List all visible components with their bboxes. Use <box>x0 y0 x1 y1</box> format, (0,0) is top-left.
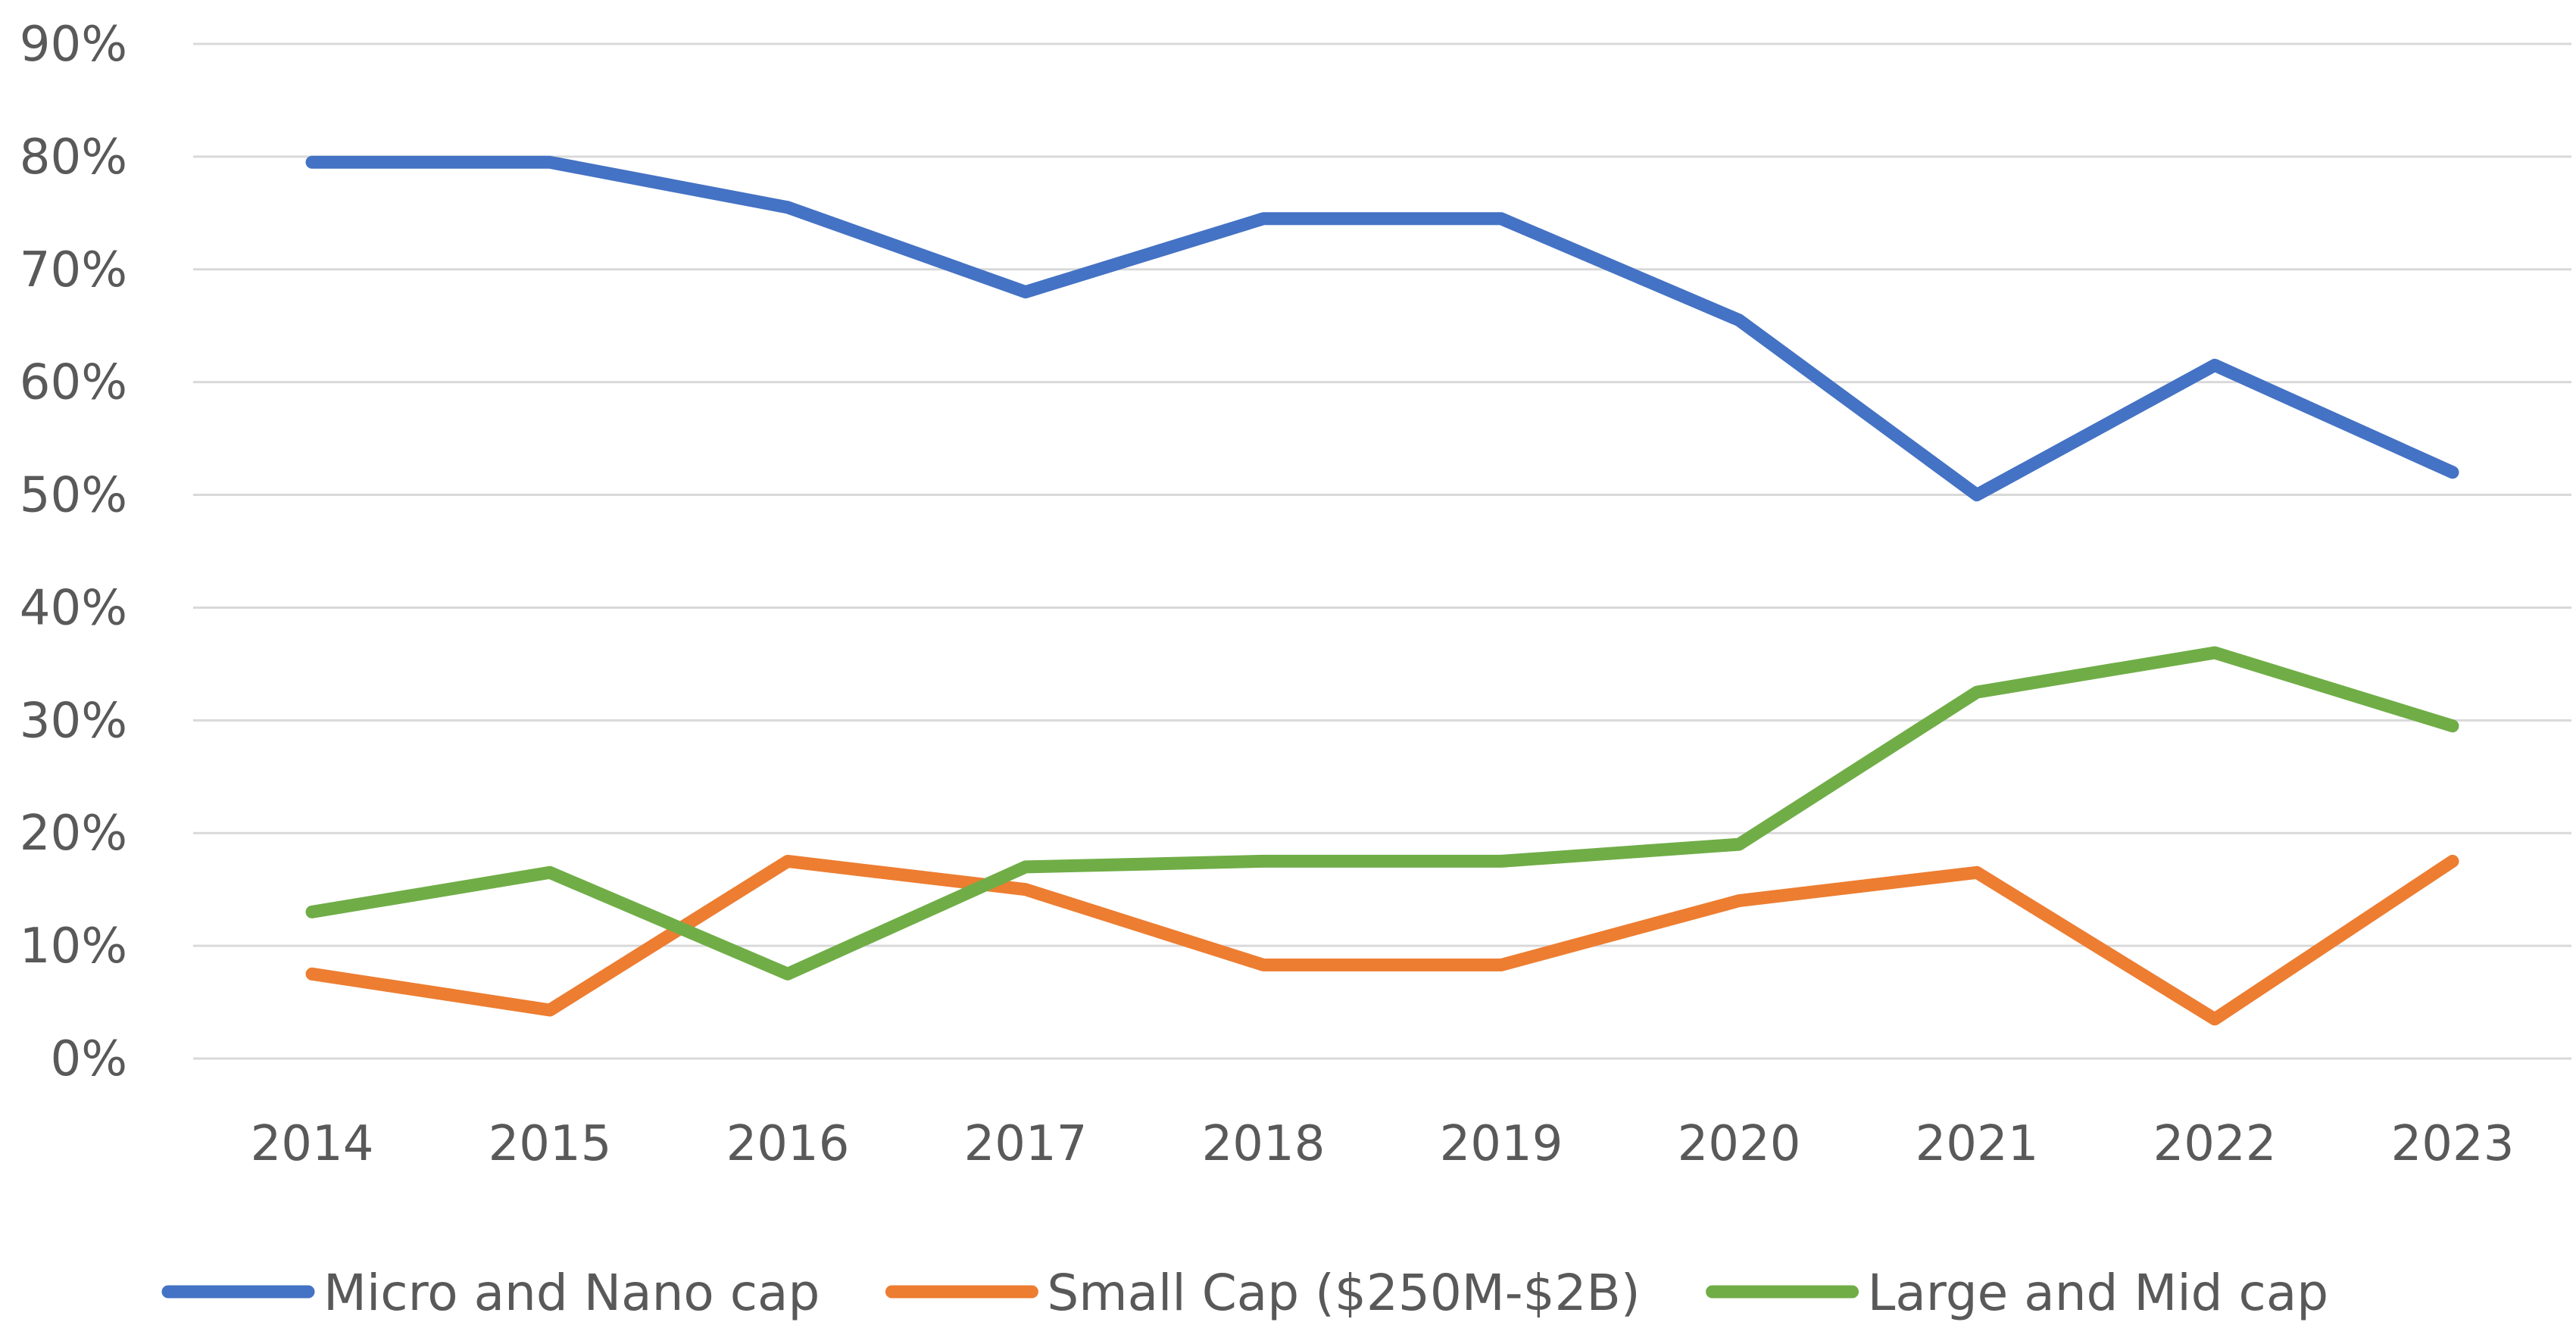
y-tick-label: 70% <box>20 242 127 298</box>
legend-label: Micro and Nano cap <box>323 1264 820 1322</box>
x-tick-label: 2014 <box>251 1116 374 1172</box>
y-tick-label: 60% <box>20 355 127 411</box>
x-tick-label: 2016 <box>726 1116 850 1172</box>
series-line-0 <box>305 155 2459 502</box>
gridlines <box>193 42 2571 1060</box>
y-tick-label: 0% <box>50 1031 127 1087</box>
x-tick-label: 2020 <box>1678 1116 1801 1172</box>
x-tick-label: 2017 <box>964 1116 1088 1172</box>
legend: Micro and Nano cap Small Cap ($250M-$2B) L… <box>161 1264 2329 1322</box>
y-tick-label: 20% <box>20 806 127 862</box>
legend-label: Large and Mid cap <box>1868 1264 2329 1322</box>
series-line-2 <box>305 646 2459 981</box>
x-axis-tick-labels: 2014 2015 2016 2017 2018 2019 2020 2021 2022 2023 <box>251 1116 2515 1172</box>
x-tick-label: 2019 <box>1440 1116 1563 1172</box>
y-axis-tick-labels: 0% 10% 20% 30% 40% 50% 60% 70% 80% 90% <box>20 17 127 1087</box>
legend-label: Small Cap ($250M-$2B) <box>1047 1264 1640 1322</box>
y-tick-label: 80% <box>20 129 127 186</box>
y-tick-label: 40% <box>20 580 127 636</box>
x-tick-label: 2018 <box>1202 1116 1325 1172</box>
y-tick-label: 10% <box>20 918 127 974</box>
x-tick-label: 2015 <box>489 1116 612 1172</box>
y-tick-label: 30% <box>20 693 127 749</box>
x-tick-label: 2022 <box>2153 1116 2277 1172</box>
x-tick-label: 2021 <box>1916 1116 2039 1172</box>
x-tick-label: 2023 <box>2391 1116 2515 1172</box>
series-line-1 <box>305 854 2459 1026</box>
y-tick-label: 50% <box>20 468 127 524</box>
y-tick-label: 90% <box>20 17 127 73</box>
series-lines <box>305 155 2459 1026</box>
